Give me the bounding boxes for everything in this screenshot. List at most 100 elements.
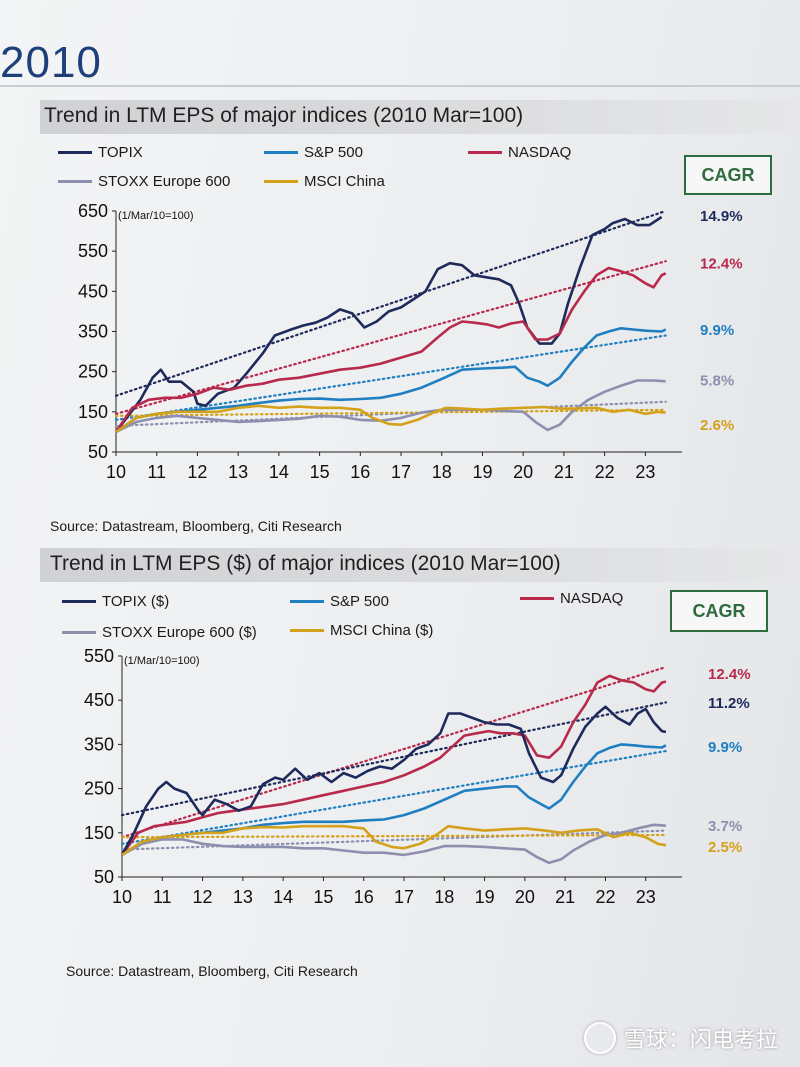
x-tick-label: 18: [434, 887, 454, 907]
y-tick-label: 50: [94, 867, 114, 887]
x-tick-label: 21: [554, 462, 574, 482]
chart2-title: Trend in LTM EPS ($) of major indices (2…: [50, 552, 561, 575]
legend-label: TOPIX ($): [102, 593, 170, 610]
x-tick-label: 20: [513, 462, 533, 482]
chart-unit-note: (1/Mar/10=100): [118, 210, 194, 222]
legend-label: NASDAQ: [508, 144, 572, 161]
y-tick-label: 50: [88, 442, 108, 462]
series-line-nasdaq: [114, 266, 667, 433]
y-tick-label: 550: [78, 241, 108, 261]
cagr-label-sp500: 9.9%: [708, 739, 742, 756]
chart1-legend-sp500: S&P 500: [264, 144, 363, 161]
legend-swatch: [62, 631, 96, 634]
series-line-sp500: [121, 743, 667, 856]
legend-swatch: [58, 180, 92, 183]
series-line-stoxx: [115, 379, 666, 434]
y-tick-label: 250: [84, 779, 114, 799]
trend-line-nasdaq: [120, 665, 667, 839]
x-tick-label: 20: [515, 887, 535, 907]
x-tick-label: 22: [595, 887, 615, 907]
cagr-label-sp500: 9.9%: [700, 322, 734, 339]
y-tick-label: 450: [84, 690, 114, 710]
series-line-topix: [114, 215, 663, 433]
legend-label: STOXX Europe 600 ($): [102, 624, 257, 641]
watermark-text: 雪球：闪电考拉: [623, 1027, 778, 1052]
chart2-legend-china: MSCI China ($): [290, 622, 433, 639]
cagr-label-nasdaq: 12.4%: [700, 255, 743, 272]
x-tick-label: 10: [106, 462, 126, 482]
chart1-title: Trend in LTM EPS of major indices (2010 …: [44, 104, 524, 127]
x-tick-label: 21: [555, 887, 575, 907]
x-tick-label: 12: [193, 887, 213, 907]
y-tick-label: 150: [84, 823, 114, 843]
chart1-plot: 50 150 250 350 450 550 650 10 11 12 13 14 15 16 17 18 19…: [78, 201, 743, 482]
trend-line-stoxx: [120, 829, 667, 851]
y-tick-label: 250: [78, 362, 108, 382]
series-line-stoxx: [121, 823, 666, 865]
watermark: 雪球：闪电考拉: [583, 1022, 778, 1054]
page-year-heading: 2010: [0, 38, 102, 87]
x-tick-label: 17: [394, 887, 414, 907]
y-tick-label: 350: [84, 734, 114, 754]
legend-swatch: [264, 180, 298, 183]
chart1-cagr-badge: CAGR: [684, 155, 772, 195]
trend-line-china: [114, 408, 667, 417]
x-tick-label: 16: [350, 462, 370, 482]
trend-line-china: [120, 833, 667, 839]
cagr-label-china: 2.6%: [700, 417, 734, 434]
x-tick-label: 15: [313, 887, 333, 907]
legend-label: TOPIX: [98, 144, 143, 161]
x-tick-label: 19: [472, 462, 492, 482]
chart1-legend-nasdaq: NASDAQ: [468, 144, 571, 161]
y-tick-label: 450: [78, 281, 108, 301]
trend-line-nasdaq: [114, 260, 667, 415]
chart2-legend-stoxx: STOXX Europe 600 ($): [62, 624, 257, 641]
series-line-china: [115, 404, 666, 433]
chart2-legend-nasdaq: NASDAQ: [520, 590, 623, 607]
trend-line-topix: [114, 209, 667, 397]
x-tick-label: 12: [187, 462, 207, 482]
x-tick-label: 19: [475, 887, 495, 907]
cagr-label-nasdaq: 12.4%: [708, 666, 751, 683]
series-line-nasdaq: [120, 674, 667, 856]
x-tick-label: 14: [269, 462, 289, 482]
x-tick-label: 13: [228, 462, 248, 482]
cagr-label-topix: 14.9%: [700, 208, 743, 225]
chart1-legend-china: MSCI China: [264, 173, 385, 190]
x-tick-label: 18: [432, 462, 452, 482]
chart1-legend-topix: TOPIX: [58, 144, 143, 161]
x-tick-label: 23: [635, 462, 655, 482]
chart2-legend-topix: TOPIX ($): [62, 593, 169, 610]
chart2-plot: 50 150 250 350 450 550 10 11 12 13 14 15 16 17 18 19 20 2…: [84, 646, 751, 907]
x-tick-label: 13: [233, 887, 253, 907]
legend-swatch: [290, 600, 324, 603]
x-tick-label: 11: [153, 887, 172, 907]
legend-swatch: [58, 151, 92, 154]
chart2-legend-sp500: S&P 500: [290, 593, 389, 610]
cagr-label-topix: 11.2%: [708, 695, 750, 712]
x-tick-label: 23: [636, 887, 656, 907]
y-tick-label: 650: [78, 201, 108, 221]
cagr-label-china: 2.5%: [708, 839, 742, 856]
y-tick-label: 550: [84, 646, 114, 666]
legend-label: MSCI China: [304, 173, 385, 190]
x-tick-label: 15: [310, 462, 330, 482]
heading-divider: [0, 85, 800, 87]
x-tick-label: 17: [391, 462, 411, 482]
x-tick-label: 14: [273, 887, 293, 907]
legend-label: S&P 500: [330, 593, 389, 610]
x-tick-label: 10: [112, 887, 132, 907]
chart2-cagr-badge: CAGR: [670, 590, 768, 632]
trend-line-topix: [120, 701, 667, 817]
chart2-source: Source: Datastream, Bloomberg, Citi Rese…: [66, 963, 358, 979]
cagr-label-stoxx: 3.7%: [708, 818, 742, 835]
x-tick-label: 11: [147, 462, 166, 482]
series-line-topix: [120, 705, 667, 856]
legend-label: STOXX Europe 600: [98, 173, 231, 190]
legend-swatch: [264, 151, 298, 154]
chart1-title-bar: Trend in LTM EPS of major indices (2010 …: [40, 100, 800, 134]
legend-label: NASDAQ: [560, 590, 624, 607]
chart2-title-bar: Trend in LTM EPS ($) of major indices (2…: [40, 548, 800, 582]
legend-swatch: [468, 151, 502, 154]
